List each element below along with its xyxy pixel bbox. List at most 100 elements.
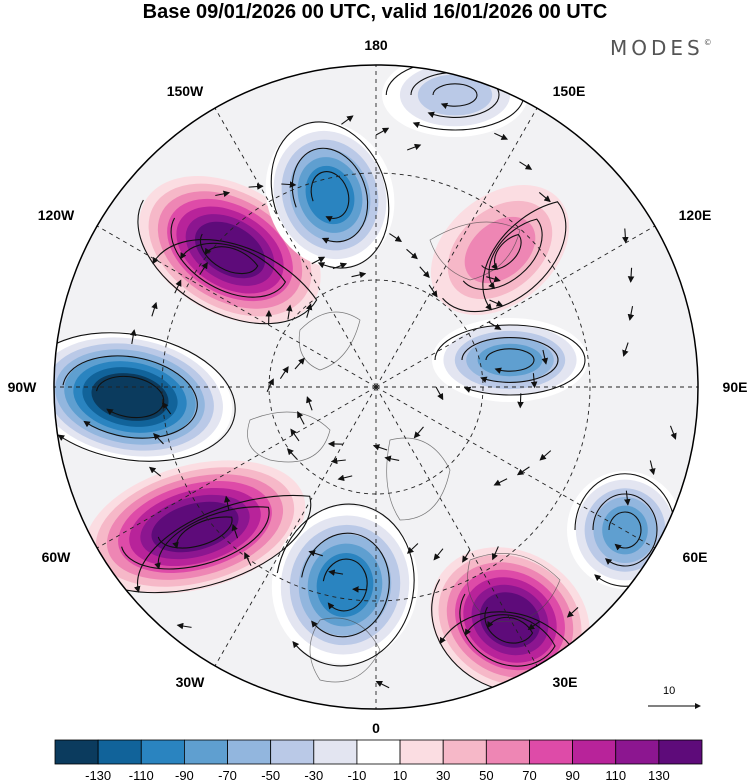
flow-arrow <box>516 466 530 476</box>
colorbar-swatch <box>485 739 530 765</box>
flow-arrow <box>161 401 172 415</box>
streamline <box>461 337 559 383</box>
anomaly-neg-160w <box>265 122 395 268</box>
colorbar-tick-label: 110 <box>605 768 626 783</box>
colorbar-swatch <box>97 739 142 765</box>
flow-arrow <box>285 304 293 320</box>
flow-arrow <box>351 271 367 279</box>
colorbar-swatch <box>54 739 99 765</box>
meridian-lines <box>54 65 698 709</box>
colorbar-tick-label: 130 <box>648 768 670 783</box>
colorbar-tick-label: 70 <box>522 768 536 783</box>
flow-arrow <box>215 190 231 198</box>
logo-text: MODES <box>610 36 704 60</box>
colorbar-swatch <box>572 739 617 765</box>
logo-mark: © <box>703 38 712 48</box>
streamline <box>432 83 478 110</box>
flow-arrow <box>290 428 300 442</box>
streamline <box>270 121 390 269</box>
streamline <box>276 503 415 667</box>
flow-arrow <box>148 466 162 477</box>
streamline <box>442 201 567 313</box>
streamline <box>170 217 287 298</box>
streamlines <box>54 65 677 693</box>
map-field <box>54 65 698 709</box>
contour-level <box>151 501 239 553</box>
flow-arrow <box>352 586 368 593</box>
streamline <box>121 506 270 570</box>
streamline <box>434 324 586 396</box>
anomaly-neg-90e <box>432 318 588 402</box>
flow-arrow <box>305 303 313 318</box>
flow-arrow <box>176 622 192 630</box>
colorbar-tick-label: -30 <box>304 768 323 783</box>
flow-arrow <box>297 411 305 425</box>
colorbar-swatch <box>615 739 660 765</box>
lon-label-120w: 120W <box>38 207 75 223</box>
streamline <box>200 233 259 275</box>
flow-arrow <box>384 455 400 463</box>
lon-label-150w: 150W <box>167 83 204 99</box>
colorbar-tick-label: -90 <box>175 768 194 783</box>
flow-arrow <box>419 266 430 279</box>
colorbar-swatch <box>140 739 185 765</box>
streamline <box>608 511 642 551</box>
flow-arrow <box>407 543 419 554</box>
flow-arrow <box>669 425 677 440</box>
flow-arrow <box>231 523 239 539</box>
flow-arrow <box>622 228 629 244</box>
contour-level <box>194 221 266 279</box>
colorbar-tick-label: 10 <box>393 768 407 783</box>
flow-arrow <box>330 457 346 465</box>
flow-arrow <box>566 607 579 618</box>
streamline <box>592 493 658 567</box>
colorbar-tick-label: 50 <box>479 768 493 783</box>
flow-arrow <box>129 329 137 345</box>
meridian <box>375 386 671 558</box>
flow-arrow <box>174 279 182 294</box>
flow-arrow <box>649 460 656 476</box>
flow-arrow <box>244 552 252 566</box>
page-title: Base 09/01/2026 00 UTC, valid 16/01/2026… <box>142 1 608 23</box>
meridian <box>205 386 377 682</box>
contour-level <box>417 74 493 116</box>
streamline <box>484 606 534 644</box>
anomaly-pos-120w <box>139 176 321 324</box>
lon-label-30w: 30W <box>176 674 206 690</box>
streamline <box>485 348 535 374</box>
flow-arrow <box>541 349 549 365</box>
modes-logo: MODES© <box>610 36 712 60</box>
lon-label-0: 0 <box>372 720 380 736</box>
flow-arrow <box>151 301 158 317</box>
meridian <box>81 216 377 388</box>
colorbar-swatch <box>270 739 315 765</box>
flow-arrow <box>389 233 402 242</box>
contour-level <box>479 592 541 648</box>
colorbar-swatch <box>356 739 401 765</box>
flow-arrow <box>527 620 541 630</box>
lon-label-60w: 60W <box>42 549 72 565</box>
flow-arrow <box>539 450 552 461</box>
flow-arrow <box>375 127 390 136</box>
colorbar-tick-label: -50 <box>261 768 280 783</box>
flow-arrow <box>538 192 551 203</box>
streamline <box>322 558 368 612</box>
meridian <box>375 92 547 388</box>
streamline <box>54 332 236 462</box>
flow-arrow <box>328 569 344 576</box>
flow-arrow <box>491 546 499 561</box>
colorbar-swatch <box>227 739 272 765</box>
flow-arrow <box>517 393 524 409</box>
colorbar-swatch <box>442 739 487 765</box>
flow-arrow <box>627 267 635 283</box>
contour-level <box>316 552 374 618</box>
streamline <box>95 375 165 419</box>
colorbar-swatch <box>658 739 703 765</box>
streamline <box>137 199 318 325</box>
meridian <box>205 92 377 388</box>
flow-arrow <box>266 378 274 392</box>
streamline <box>291 147 369 244</box>
anomaly-neg-60e <box>567 471 683 589</box>
lon-label-180: 180 <box>364 37 388 53</box>
